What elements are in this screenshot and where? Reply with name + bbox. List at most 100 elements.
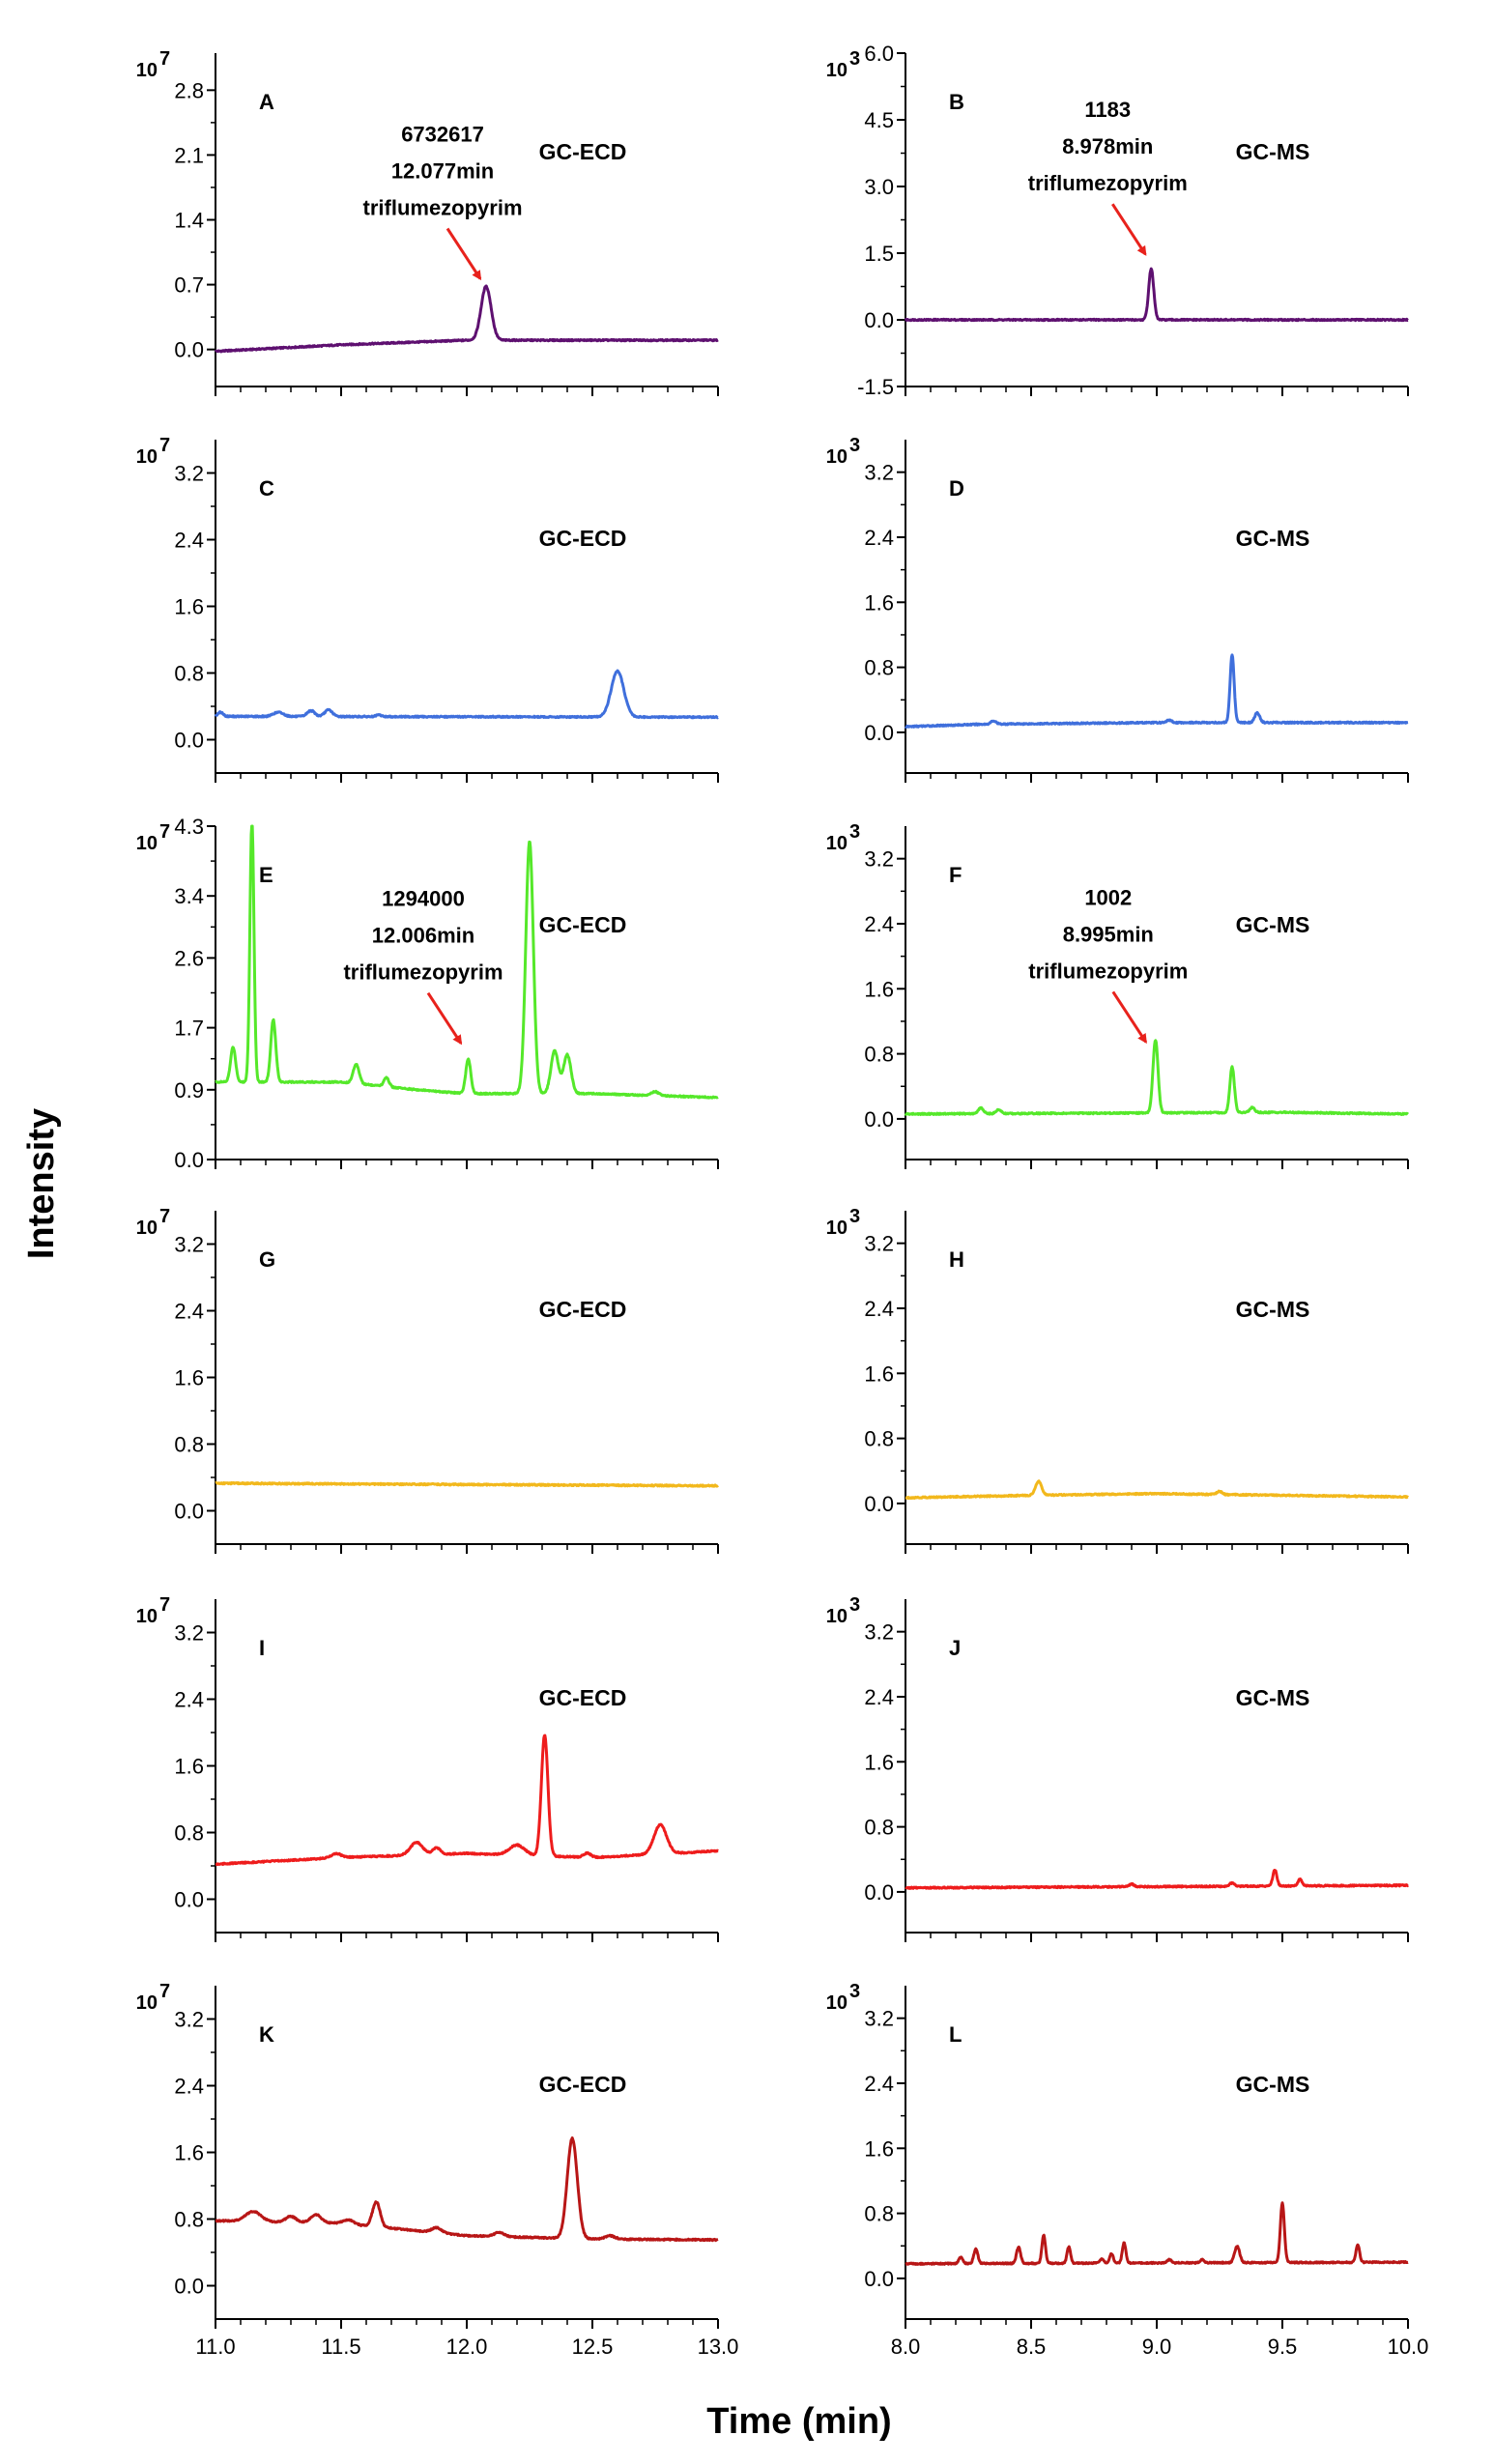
chromatogram-trace: [215, 1480, 720, 1488]
method-label: GC-MS: [1236, 1297, 1310, 1322]
y-tick-label: 0.0: [174, 1148, 204, 1172]
chromatogram-trace: [904, 1039, 1409, 1116]
y-tick-label: 2.4: [174, 1688, 204, 1712]
y-tick-label: 1.4: [174, 209, 204, 233]
panel-letter: B: [949, 90, 964, 114]
chromatogram-trace: [905, 1868, 1410, 1890]
y-exponent-power: 3: [849, 1981, 860, 2002]
annotation-arrow: [1111, 203, 1147, 256]
chromatogram-trace: [215, 2136, 719, 2243]
annotation-arrow: [445, 227, 482, 281]
peak-annotation: 1183 8.978min triflumezopyrim: [1028, 98, 1188, 256]
chromatogram-trace: [215, 1733, 719, 1867]
peak-annotation: 1002 8.995min triflumezopyrim: [1028, 885, 1188, 1045]
y-tick-label: 1.6: [864, 590, 894, 615]
y-tick-label: 3.2: [174, 462, 204, 486]
y-tick-label: 0.0: [174, 2275, 204, 2299]
y-exponent-base: 10: [826, 446, 848, 468]
method-label: GC-ECD: [539, 1685, 627, 1710]
panel-letter: J: [949, 1636, 961, 1660]
y-exponent-power: 3: [849, 821, 860, 843]
y-tick-label: 2.1: [174, 143, 204, 167]
y-tick-label: 0.0: [864, 308, 894, 332]
annotation-line: 6732617: [401, 123, 484, 147]
chromatogram-trace: [905, 2201, 1409, 2266]
x-tick-label: 13.0: [698, 2335, 739, 2359]
x-tick-label: 8.5: [1017, 2335, 1047, 2359]
panel-d: 0.0 0.8 1.6 2.4 3.2 103 D GC-MS: [826, 435, 1409, 783]
y-tick-label: 3.2: [864, 1620, 894, 1645]
y-tick-label: 0.7: [174, 273, 204, 298]
y-tick-label: 3.2: [174, 1233, 204, 1257]
y-tick-label: 0.0: [864, 1492, 894, 1516]
y-exponent-power: 7: [159, 1981, 170, 2002]
peak-annotation: 6732617 12.077min triflumezopyrim: [363, 123, 523, 281]
y-exponent-power: 7: [159, 821, 170, 843]
y-tick-label: 1.7: [174, 1017, 204, 1041]
annotation-line: 1002: [1084, 885, 1132, 909]
y-exponent-power: 3: [849, 48, 860, 70]
x-tick-label: 9.5: [1268, 2335, 1298, 2359]
y-tick-label: 4.5: [864, 108, 894, 132]
annotation-line: triflumezopyrim: [363, 196, 523, 220]
y-tick-label: 2.4: [864, 526, 894, 550]
chromatogram-trace: [904, 653, 1409, 729]
annotation-arrow: [1111, 990, 1148, 1045]
x-tick-label: 10.0: [1388, 2335, 1429, 2359]
y-exponent-base: 10: [136, 1992, 158, 2014]
y-tick-label: 3.2: [174, 2008, 204, 2032]
y-exponent-base: 10: [136, 833, 158, 854]
panel-letter: C: [259, 476, 274, 501]
annotation-arrow: [426, 991, 463, 1046]
y-exponent-base: 10: [826, 833, 848, 854]
x-tick-label: 12.5: [572, 2335, 614, 2359]
panel-letter: L: [949, 2022, 962, 2047]
y-tick-label: 3.2: [864, 2007, 894, 2031]
y-tick-label: 0.8: [864, 1427, 894, 1451]
panel-letter: A: [259, 90, 274, 114]
annotation-line: triflumezopyrim: [1028, 959, 1188, 983]
y-tick-label: 2.6: [174, 946, 204, 970]
y-tick-label: 1.5: [864, 242, 894, 266]
panel-f: 0.0 0.8 1.6 2.4 3.2 103 F GC-MS 1002 8.995min trif…: [826, 821, 1409, 1169]
annotation-line: 1294000: [382, 887, 465, 911]
panel-c: 0.0 0.8 1.6 2.4 3.2 107 C GC-ECD: [136, 435, 719, 783]
y-tick-label: 0.0: [864, 1880, 894, 1905]
chromatogram-trace: [214, 669, 719, 720]
chromatogram-trace: [905, 1479, 1410, 1501]
y-tick-label: 0.8: [864, 1043, 894, 1067]
y-tick-label: 2.8: [174, 78, 204, 102]
y-tick-label: 0.8: [174, 662, 204, 686]
y-exponent-power: 7: [159, 435, 170, 456]
annotation-line: 8.995min: [1063, 922, 1154, 946]
y-tick-label: 4.3: [174, 815, 204, 839]
panel-letter: E: [259, 863, 273, 887]
y-exponent-base: 10: [136, 1606, 158, 1627]
panel-j: 0.0 0.8 1.6 2.4 3.2 103 J GC-MS: [826, 1594, 1410, 1942]
panel-a: 0.0 0.7 1.4 2.1 2.8 107 A GC-ECD 6732617 12.077mi…: [136, 48, 719, 396]
annotation-line: triflumezopyrim: [1028, 171, 1188, 195]
chromatogram-trace: [215, 824, 719, 1100]
panel-i: 0.0 0.8 1.6 2.4 3.2 107 I GC-ECD: [136, 1594, 719, 1942]
y-tick-label: 3.2: [174, 1621, 204, 1646]
y-tick-label: 0.8: [864, 2202, 894, 2226]
panel-l: 0.0 0.8 1.6 2.4 3.2 8.0 8.5 9.0 9.5 10.0 103 L GC-MS: [826, 1981, 1429, 2359]
y-tick-label: 0.8: [174, 2208, 204, 2232]
panel-e: 0.0 0.9 1.7 2.6 3.4 4.3 107 E GC-ECD 1294000 12.00…: [136, 815, 719, 1172]
y-tick-label: 2.4: [864, 1685, 894, 1709]
x-tick-label: 12.0: [446, 2335, 488, 2359]
panel-h: 0.0 0.8 1.6 2.4 3.2 103 H GC-MS: [826, 1206, 1410, 1554]
y-tick-label: 0.8: [864, 656, 894, 680]
y-tick-label: 2.4: [864, 2072, 894, 2096]
y-tick-label: 1.6: [864, 1361, 894, 1386]
annotation-line: 12.006min: [372, 924, 474, 948]
panel-letter: I: [259, 1636, 265, 1660]
method-label: GC-MS: [1236, 139, 1310, 164]
y-tick-label: 2.4: [864, 1297, 894, 1321]
y-tick-label: 1.6: [864, 2136, 894, 2161]
annotation-line: 12.077min: [391, 159, 494, 184]
panel-letter: H: [949, 1247, 964, 1272]
y-tick-label: 3.2: [864, 847, 894, 872]
y-exponent-base: 10: [136, 1218, 158, 1239]
